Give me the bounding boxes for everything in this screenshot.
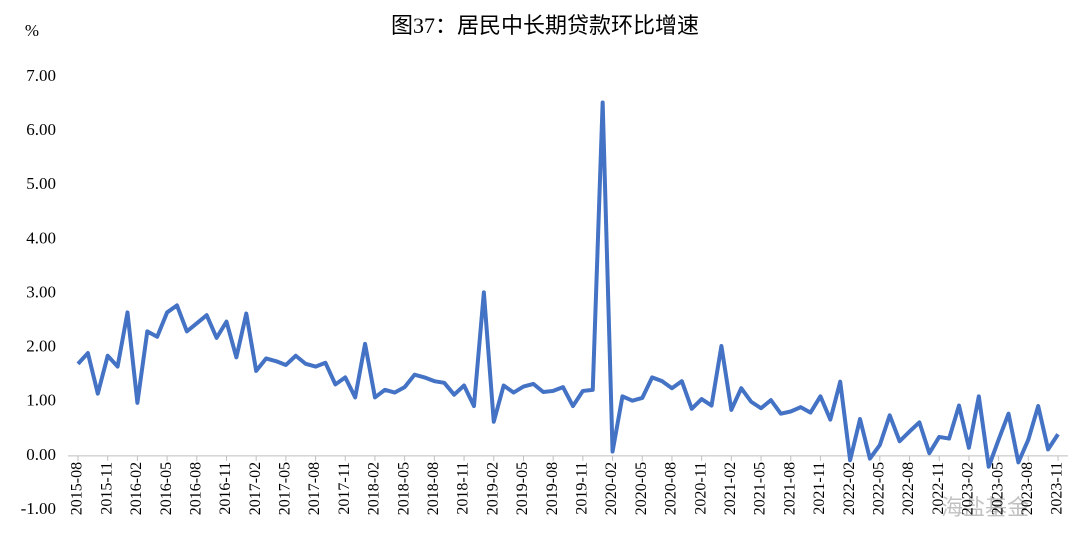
x-tick-label: 2018-08 — [425, 462, 442, 515]
line — [76, 100, 1060, 469]
y-tick-label: 6.00 — [26, 120, 56, 139]
x-tick-label: 2020-11 — [692, 462, 709, 515]
x-tick-label: 2020-05 — [633, 462, 650, 515]
x-tick-label: 2017-08 — [306, 462, 323, 515]
chart-title: 图37：居民中长期贷款环比增速 — [391, 13, 699, 38]
x-tick-label: 2022-05 — [870, 462, 887, 515]
y-tick-label: 7.00 — [26, 66, 56, 85]
x-tick-label: 2020-02 — [603, 462, 620, 515]
x-tick-label: 2021-08 — [781, 462, 798, 515]
x-tick-label: 2019-05 — [514, 462, 531, 515]
x-tick-label: 2019-08 — [544, 462, 561, 515]
x-tick-label: 2015-11 — [98, 462, 115, 515]
y-tick-label: 0.00 — [26, 445, 56, 464]
x-tick-label: 2021-02 — [722, 462, 739, 515]
x-tick-label: 2021-11 — [811, 462, 828, 515]
x-tick-label: 2016-11 — [217, 462, 234, 515]
x-tick-label: 2023-05 — [989, 462, 1006, 515]
x-tick-label: 2018-02 — [366, 462, 383, 515]
x-tick-label: 2022-08 — [900, 462, 917, 515]
x-tick-label: 2017-11 — [336, 462, 353, 515]
x-tick-label: 2018-05 — [395, 462, 412, 515]
x-tick-label: 2022-11 — [930, 462, 947, 515]
x-tick-label: 2020-08 — [663, 462, 680, 515]
x-tick-label: 2023-02 — [960, 462, 977, 515]
x-tick-label: 2023-08 — [1019, 462, 1036, 515]
x-tick-label: 2018-11 — [455, 462, 472, 515]
x-tick-label: 2016-02 — [128, 462, 145, 515]
y-tick-label: 4.00 — [26, 228, 56, 247]
y-tick-label: 5.00 — [26, 174, 56, 193]
watermark: 海盐基金 — [941, 495, 1029, 520]
x-tick-label: 2021-05 — [752, 462, 769, 515]
y-tick-label: 2.00 — [26, 337, 56, 356]
y-tick-label: 1.00 — [26, 391, 56, 410]
x-tick-label: 2016-05 — [158, 462, 175, 515]
x-tick-label: 2017-02 — [247, 462, 264, 515]
x-tick-label: 2019-02 — [484, 462, 501, 515]
x-tick-label: 2015-08 — [69, 462, 86, 515]
x-tick-label: 2022-02 — [841, 462, 858, 515]
x-tick-label: 2017-05 — [277, 462, 294, 515]
x-tick-label: 2023-11 — [1049, 462, 1066, 515]
y-tick-label: 3.00 — [26, 282, 56, 301]
y-unit: % — [25, 21, 39, 40]
x-tick-label: 2016-08 — [187, 462, 204, 515]
y-tick-label: -1.00 — [21, 499, 56, 518]
x-tick-label: 2019-11 — [574, 462, 591, 515]
